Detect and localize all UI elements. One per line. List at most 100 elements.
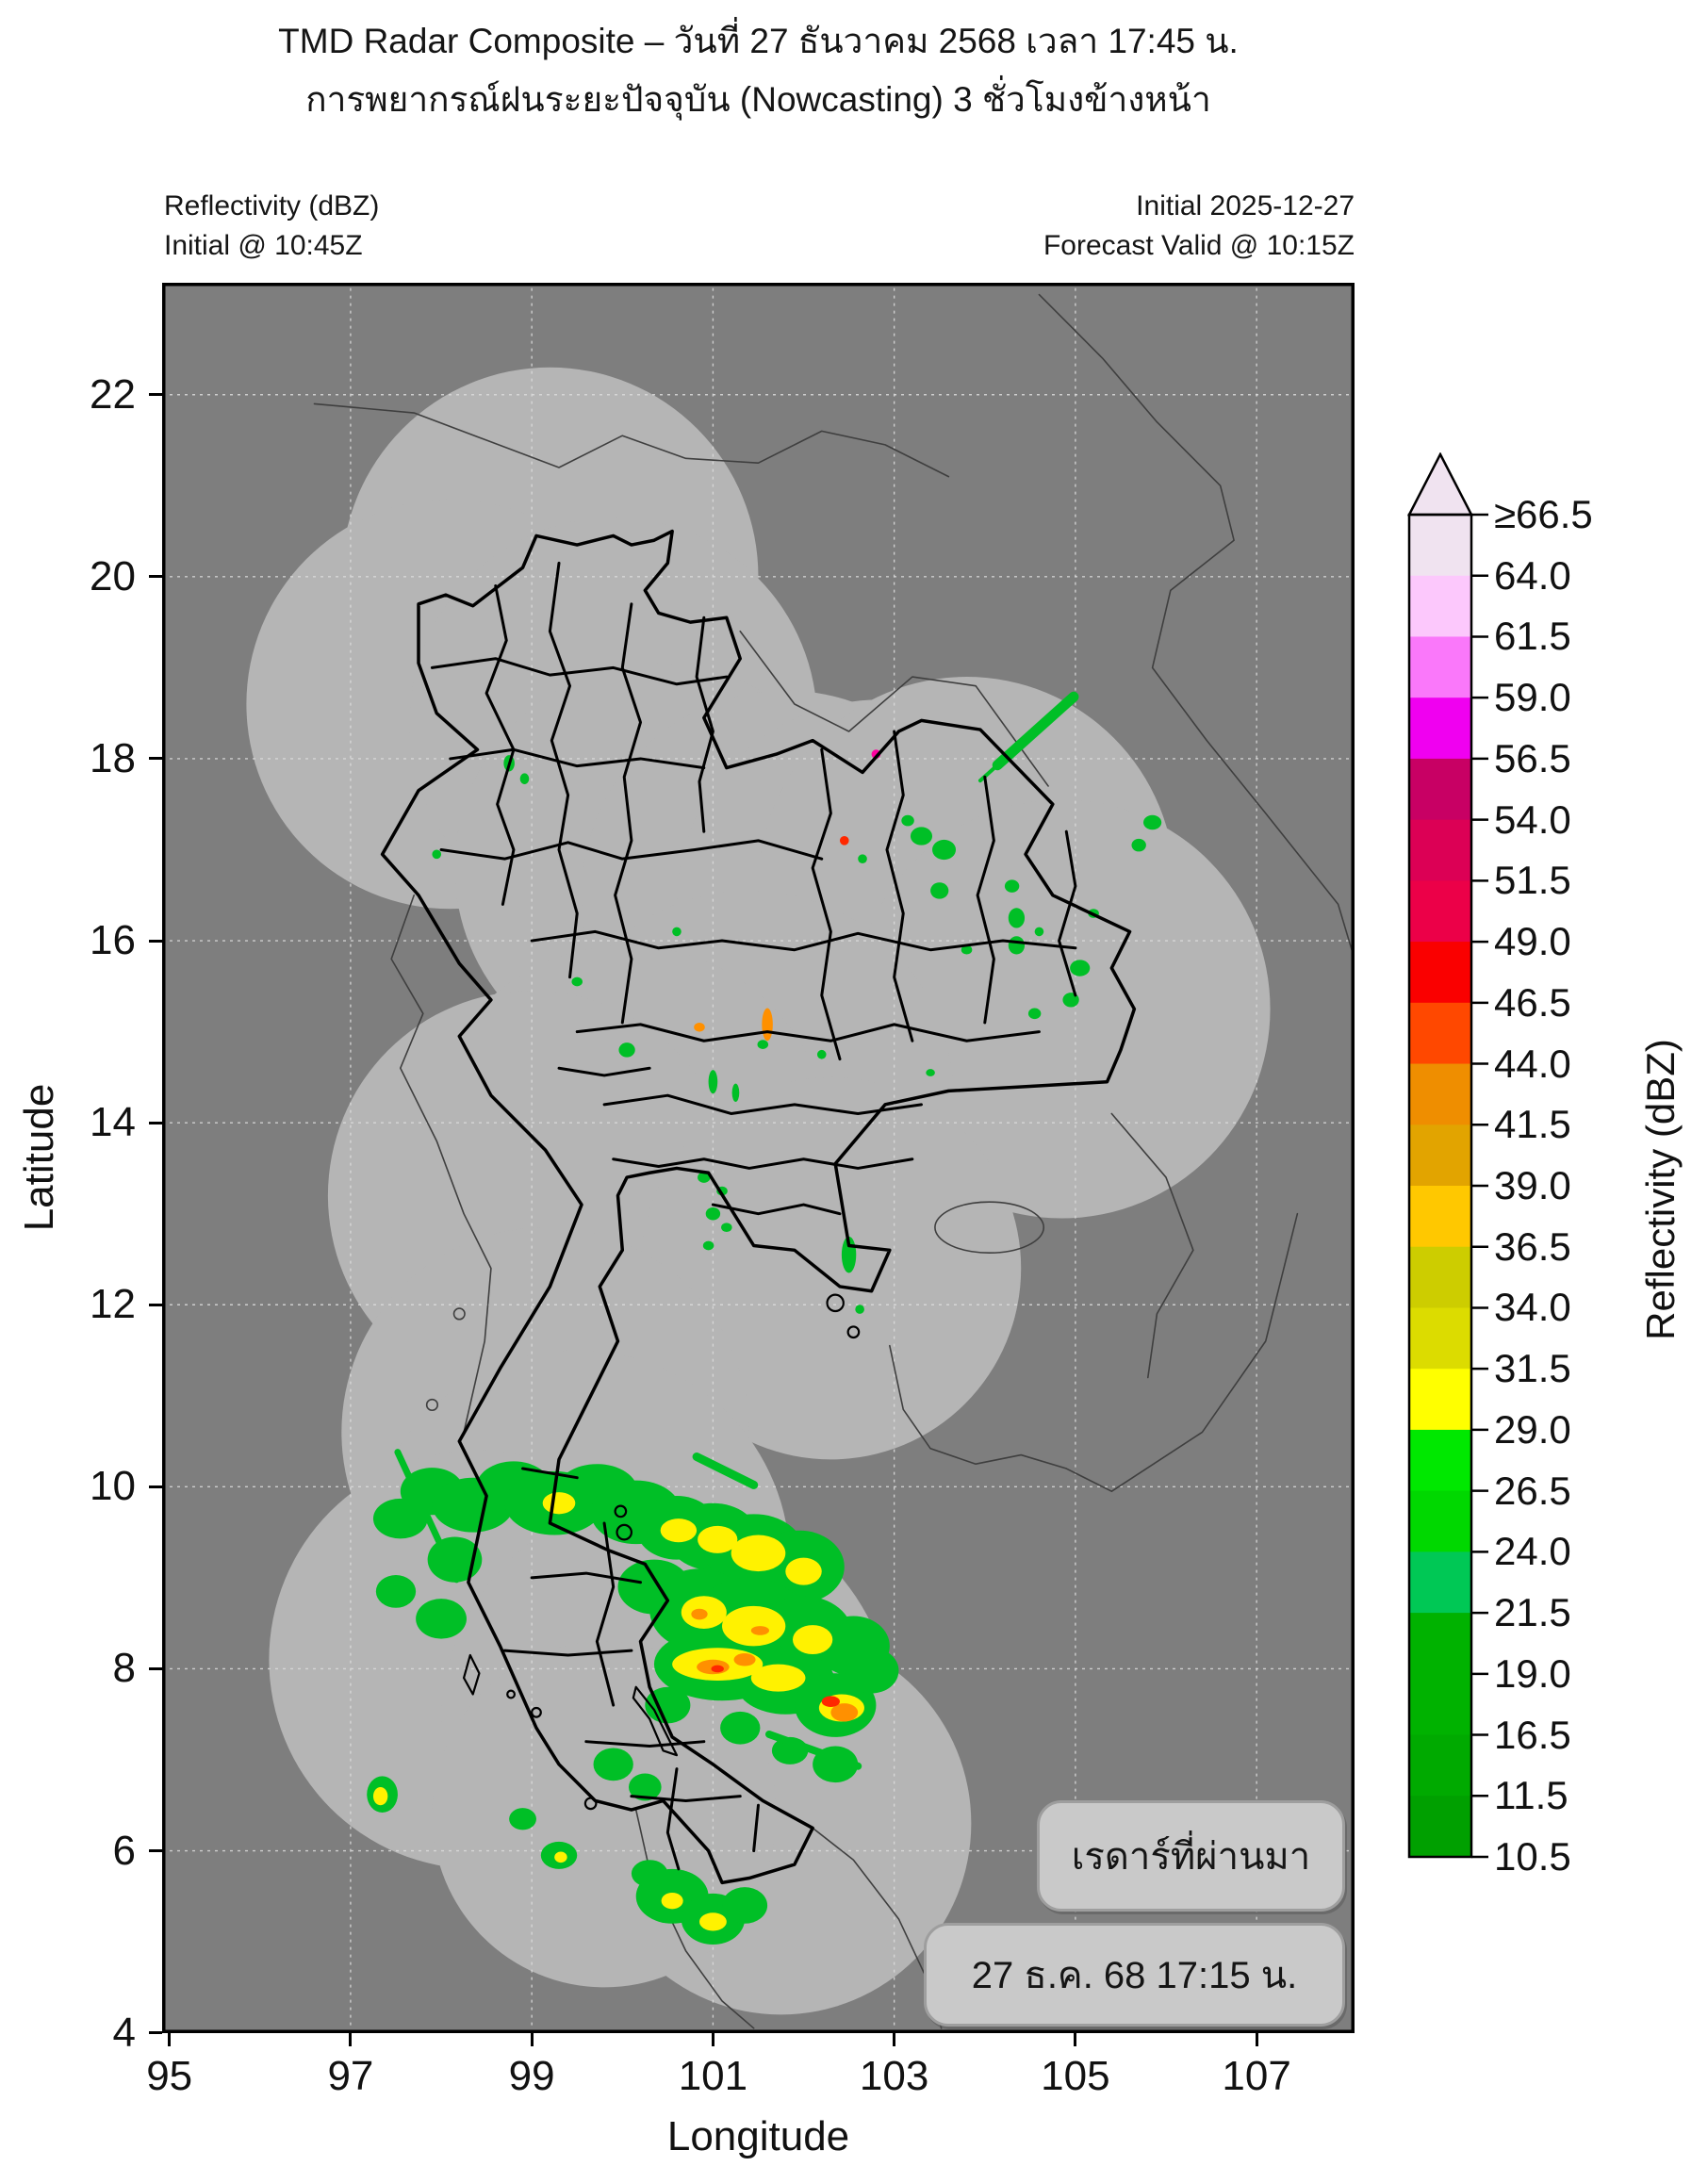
- radar-map-svg: [162, 283, 1355, 2033]
- colorbar-tick-label: 56.5: [1494, 736, 1571, 781]
- colorbar-segment: [1409, 1551, 1471, 1614]
- echo-blob: [1035, 927, 1044, 937]
- echo-blob: [930, 882, 948, 898]
- colorbar-tick-label: 61.5: [1494, 614, 1571, 659]
- echo-blob: [822, 1696, 840, 1707]
- echo-blob: [721, 1223, 732, 1232]
- colorbar-tick-label: 34.0: [1494, 1285, 1571, 1330]
- echo-blob: [840, 836, 849, 845]
- x-tick-label: 99: [466, 2053, 598, 2100]
- y-tick-mark: [149, 940, 162, 943]
- echo-blob: [793, 1625, 832, 1654]
- colorbar-segment: [1409, 1735, 1471, 1797]
- y-tick-label: 4: [13, 2010, 136, 2057]
- echo-blob: [911, 827, 932, 845]
- colorbar-tick-label: 46.5: [1494, 980, 1571, 1026]
- echo-blob: [734, 1653, 756, 1666]
- colorbar-tick-label: 24.0: [1494, 1529, 1571, 1574]
- x-tick-mark: [712, 2033, 714, 2046]
- echo-blob: [571, 977, 583, 987]
- colorbar-tick-label: 39.0: [1494, 1163, 1571, 1208]
- y-tick-label: 6: [13, 1828, 136, 1875]
- colorbar-tick-label: 11.5: [1494, 1773, 1568, 1818]
- colorbar-segments: [1409, 515, 1471, 1858]
- colorbar-segment: [1409, 942, 1471, 1004]
- colorbar: [1407, 452, 1502, 1859]
- colorbar-segment: [1409, 1674, 1471, 1736]
- colorbar-segment: [1409, 1491, 1471, 1553]
- colorbar-segment: [1409, 515, 1471, 577]
- colorbar-tick-label: 10.5: [1494, 1834, 1571, 1879]
- reflectivity-units-label: Reflectivity (dBZ): [164, 187, 379, 226]
- echo-blob: [731, 1535, 786, 1572]
- y-axis-title: Latitude: [16, 1084, 63, 1232]
- x-tick-mark: [531, 2033, 534, 2046]
- y-tick-label: 12: [13, 1281, 136, 1328]
- colorbar-tick-label: 21.5: [1494, 1590, 1571, 1635]
- x-tick-mark: [168, 2033, 171, 2046]
- echo-blob: [691, 1609, 707, 1620]
- y-tick-label: 18: [13, 735, 136, 782]
- x-tick-label: 97: [285, 2053, 417, 2100]
- echo-blob: [817, 1050, 827, 1059]
- echo-blob: [932, 840, 956, 860]
- colorbar-segment: [1409, 1003, 1471, 1065]
- echo-blob: [855, 1305, 864, 1314]
- echo-blob: [554, 1852, 567, 1863]
- colorbar-ticks: [1471, 515, 1488, 1857]
- echo-blob: [758, 1040, 769, 1049]
- x-tick-label: 105: [1010, 2053, 1141, 2100]
- colorbar-tick-label: 64.0: [1494, 553, 1571, 599]
- y-tick-label: 10: [13, 1463, 136, 1510]
- past-radar-badge: เรดาร์ที่ผ่านมา: [1037, 1800, 1345, 1912]
- echo-blob: [698, 1526, 737, 1553]
- radar-timestamp-badge: 27 ธ.ค. 68 17:15 น.: [924, 1923, 1345, 2027]
- echo-blob: [509, 1808, 536, 1830]
- echo-blob: [1005, 879, 1019, 893]
- echo-blob: [845, 1648, 899, 1693]
- echo-blob: [1143, 815, 1161, 829]
- subheader-left: Reflectivity (dBZ) Initial @ 10:45Z: [164, 187, 379, 266]
- echo-blob: [1009, 908, 1025, 927]
- echo-blob: [672, 927, 682, 937]
- x-tick-mark: [893, 2033, 895, 2046]
- colorbar-segment: [1409, 759, 1471, 821]
- figure-title-line1: TMD Radar Composite – วันที่ 27 ธันวาคม …: [162, 15, 1355, 68]
- radar-composite-figure: TMD Radar Composite – วันที่ 27 ธันวาคม …: [0, 0, 1708, 2183]
- x-tick-label: 107: [1191, 2053, 1322, 2100]
- colorbar-extend-arrow: [1409, 454, 1471, 515]
- radar-timestamp-text: 27 ธ.ค. 68 17:15 น.: [972, 1945, 1297, 2005]
- colorbar-tick-label: 26.5: [1494, 1469, 1571, 1514]
- echo-blob: [373, 1787, 387, 1805]
- colorbar-segment: [1409, 1430, 1471, 1492]
- echo-blob: [711, 1666, 723, 1673]
- y-tick-mark: [149, 1122, 162, 1124]
- echo-blob: [720, 1712, 760, 1745]
- map-plot-area: [162, 283, 1355, 2033]
- y-tick-label: 20: [13, 553, 136, 600]
- figure-title-line2: การพยากรณ์ฝนระยะปัจจุบัน (Nowcasting) 3 …: [162, 74, 1355, 126]
- echo-blob: [751, 1626, 769, 1635]
- colorbar-tick-label: 29.0: [1494, 1407, 1571, 1453]
- echo-blob: [632, 1860, 667, 1887]
- echo-blob: [722, 1606, 785, 1646]
- colorbar-tick-label: 49.0: [1494, 919, 1571, 964]
- echo-blob: [732, 1084, 740, 1102]
- colorbar-segment: [1409, 1247, 1471, 1309]
- echo-blob: [661, 1518, 697, 1542]
- radar-coverage-layer: [246, 368, 1270, 2015]
- echo-blob: [901, 815, 913, 827]
- echo-blob: [858, 854, 867, 863]
- colorbar-tick-label: 51.5: [1494, 858, 1571, 903]
- echo-blob: [520, 773, 530, 784]
- colorbar-tick-label: 44.0: [1494, 1042, 1571, 1087]
- colorbar-tick-label: 16.5: [1494, 1713, 1571, 1758]
- echo-blob: [376, 1575, 416, 1608]
- y-tick-mark: [149, 1849, 162, 1852]
- colorbar-tick-label: 59.0: [1494, 675, 1571, 720]
- echo-blob: [694, 1023, 705, 1032]
- colorbar-tick-label: 41.5: [1494, 1102, 1571, 1147]
- echo-blob: [662, 1893, 683, 1909]
- echo-blob: [1028, 1008, 1041, 1019]
- colorbar-segment: [1409, 576, 1471, 638]
